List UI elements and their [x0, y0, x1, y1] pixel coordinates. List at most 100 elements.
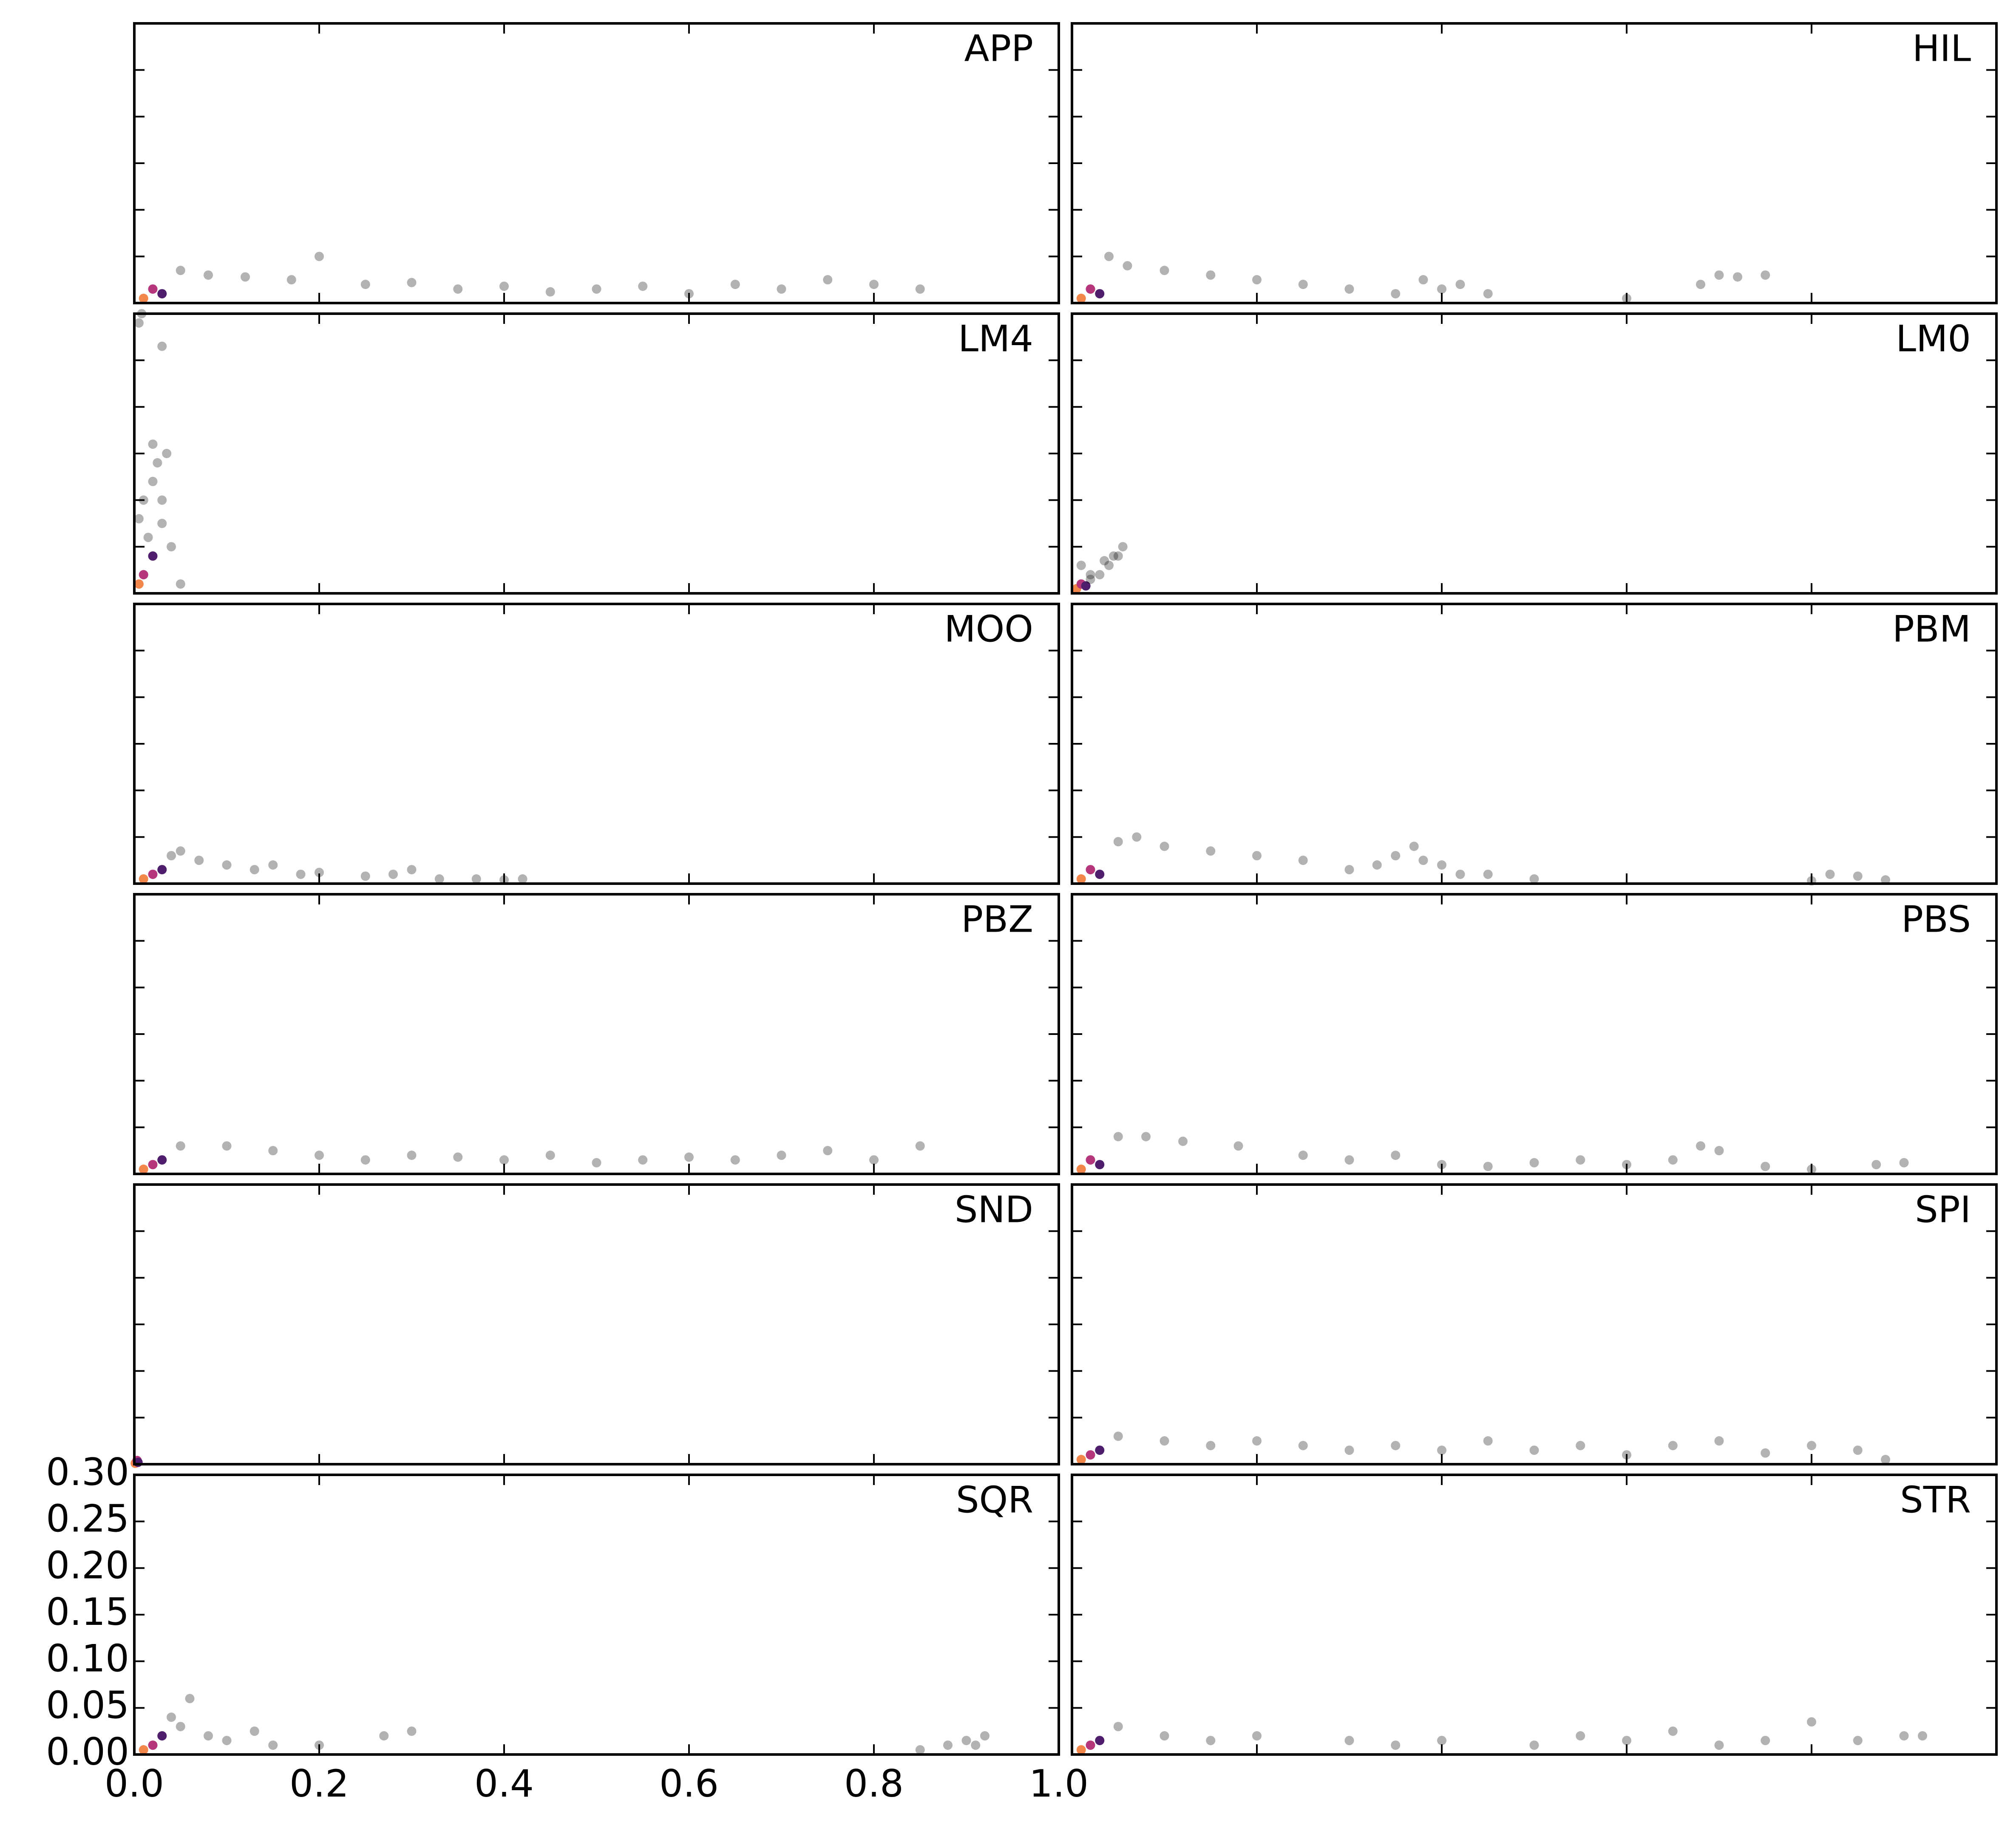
point [1714, 270, 1724, 280]
panel-frame [1071, 1183, 1998, 1465]
panel-label: MOO [944, 608, 1033, 650]
point [1095, 1446, 1105, 1455]
point [1076, 294, 1086, 303]
point [1113, 1132, 1123, 1142]
point [1391, 1441, 1401, 1451]
point [1881, 1455, 1890, 1465]
point [407, 278, 417, 287]
point [1086, 570, 1095, 580]
point [1807, 1717, 1816, 1727]
panel-label: HIL [1912, 27, 1971, 70]
point [1483, 870, 1493, 879]
point [592, 284, 601, 294]
point [222, 860, 232, 870]
point [1714, 1146, 1724, 1156]
panel-label: SPI [1915, 1188, 1971, 1231]
point [1160, 1731, 1169, 1741]
point [1206, 270, 1216, 280]
point [1113, 1722, 1123, 1732]
point [157, 1155, 167, 1165]
point [730, 1155, 740, 1165]
point [250, 1726, 259, 1736]
x-tick-label: 0.2 [289, 1762, 349, 1805]
point [1714, 1436, 1724, 1446]
point [268, 1146, 278, 1156]
point [1076, 561, 1086, 570]
point [1344, 1446, 1354, 1455]
panel-frame [1071, 893, 1998, 1175]
point [1853, 1736, 1863, 1746]
x-tick-label: 0.6 [659, 1762, 719, 1805]
point [1095, 570, 1105, 580]
point [148, 870, 158, 879]
point [1095, 1736, 1105, 1746]
point [1095, 870, 1105, 879]
panel-label: PBS [1901, 898, 1971, 941]
point [296, 870, 306, 879]
point [1899, 1158, 1909, 1168]
point [1095, 289, 1105, 299]
point [157, 289, 167, 299]
point [1576, 1441, 1585, 1451]
point [1252, 851, 1262, 861]
point [407, 1151, 417, 1160]
point [1076, 1745, 1086, 1755]
point [148, 551, 158, 561]
y-tick-label: 0.00 [46, 1730, 129, 1774]
point [1081, 581, 1091, 591]
point [1118, 542, 1128, 552]
point [1409, 842, 1419, 851]
point [194, 856, 204, 865]
point [204, 270, 213, 280]
point [1761, 270, 1770, 280]
point [1483, 1162, 1493, 1171]
point [1233, 1141, 1243, 1151]
point [139, 1165, 148, 1174]
panel-frame [133, 893, 1060, 1175]
point [1668, 1726, 1678, 1736]
point [157, 519, 167, 528]
point [1483, 289, 1493, 299]
point [453, 1152, 463, 1162]
point [268, 860, 278, 870]
point [1483, 1436, 1493, 1446]
point [148, 1160, 158, 1170]
panel-frame [133, 603, 1060, 885]
point [638, 1155, 648, 1165]
point [315, 252, 324, 261]
point [1455, 280, 1465, 289]
point [388, 870, 398, 879]
point [777, 284, 786, 294]
point [176, 266, 185, 275]
y-tick-label: 0.30 [46, 1450, 129, 1494]
point [1668, 1155, 1678, 1165]
panel-label: SND [955, 1188, 1033, 1231]
point [434, 874, 444, 884]
point [153, 458, 162, 468]
point [1086, 1450, 1095, 1460]
point [1178, 1137, 1188, 1146]
panel-frame [1071, 312, 1998, 595]
point [1113, 837, 1123, 847]
panel-frame [1071, 1474, 1998, 1756]
point [1086, 284, 1095, 294]
point [157, 865, 167, 875]
point [915, 284, 925, 294]
point [1076, 1455, 1086, 1465]
point [1918, 1731, 1927, 1741]
point [471, 874, 481, 884]
point [1807, 1441, 1816, 1451]
point [1881, 875, 1890, 885]
point [1086, 1740, 1095, 1750]
point [1344, 1155, 1354, 1165]
panel-frame [1071, 603, 1998, 885]
point [1418, 856, 1428, 865]
point [1391, 851, 1401, 861]
point [1853, 1446, 1863, 1455]
point [1871, 1160, 1881, 1170]
point [204, 1731, 213, 1741]
point [869, 280, 879, 289]
panel-frame [133, 1183, 1060, 1465]
point [1696, 1141, 1705, 1151]
